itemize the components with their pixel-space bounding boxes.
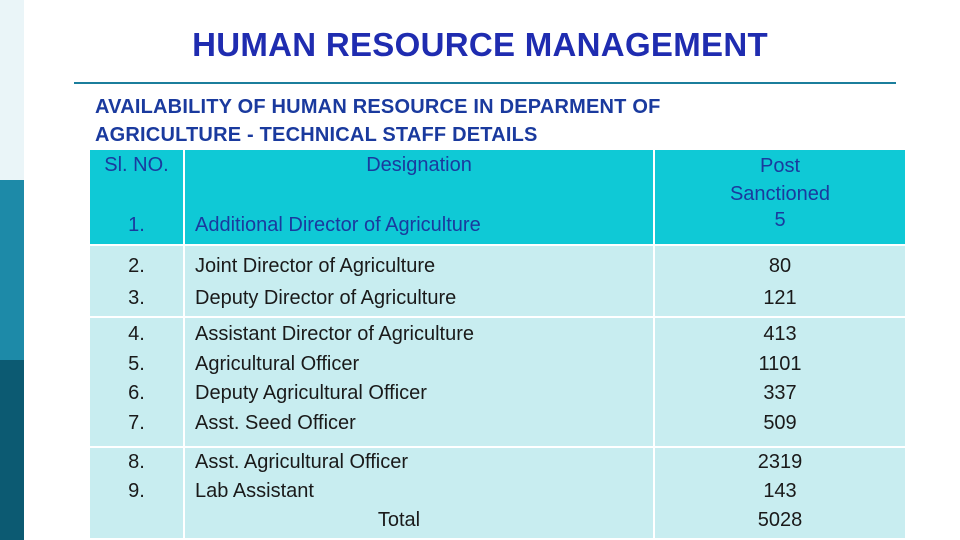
row-sl: 3. <box>128 287 145 309</box>
table-row-group: 8. 9. Asst. Agricultural Officer Lab Ass… <box>90 446 905 538</box>
title-divider <box>74 82 896 84</box>
row-posts: 413 <box>763 323 797 345</box>
header-post: Post Sanctioned <box>655 150 905 208</box>
side-bar-dark <box>0 360 24 540</box>
row-designation: Additional Director of Agriculture <box>195 214 481 236</box>
row-designation: Joint Director of Agriculture <box>195 255 436 277</box>
row-designation: Asst. Seed Officer <box>195 411 356 434</box>
row-posts: 121 <box>763 287 797 309</box>
side-bar-mid <box>0 180 24 360</box>
row-sl: 2. <box>128 255 145 277</box>
row-sl: 5. <box>128 352 145 375</box>
staff-table: Sl. NO. Designation Post Sanctioned 1. A… <box>90 150 905 538</box>
table-row: 1. Additional Director of Agriculture 5 <box>90 206 905 244</box>
row-designation: Deputy Agricultural Officer <box>195 382 427 404</box>
slide-title: HUMAN RESOURCE MANAGEMENT <box>192 26 768 63</box>
row-posts: 509 <box>763 411 797 434</box>
row-posts: 5 <box>774 209 786 231</box>
row-posts: 337 <box>763 382 797 404</box>
row-posts: 1101 <box>758 352 802 375</box>
table-header-row: Sl. NO. Designation Post Sanctioned <box>90 150 905 208</box>
header-post-line1: Post <box>759 155 801 177</box>
row-sl: 6. <box>128 382 145 404</box>
total-label: Total <box>377 509 421 531</box>
header-sl: Sl. NO. <box>90 150 185 208</box>
header-post-line2: Sanctioned <box>729 183 831 205</box>
row-designation: Lab Assistant <box>195 480 314 502</box>
row-designation: Agricultural Officer <box>195 352 360 375</box>
row-designation: Assistant Director of Agriculture <box>195 323 474 345</box>
row-designation: Deputy Director of Agriculture <box>195 287 457 309</box>
subtitle-line-2: AGRICULTURE - TECHNICAL STAFF DETAILS <box>95 124 538 146</box>
row-sl: 1. <box>128 214 145 236</box>
row-designation: Asst. Agricultural Officer <box>195 451 409 473</box>
table-row-group: 4. 5. 6. 7. Assistant Director of Agricu… <box>90 316 905 446</box>
total-value: 5028 <box>757 509 803 531</box>
row-posts: 2319 <box>757 451 803 473</box>
row-sl: 4. <box>128 323 145 345</box>
row-sl: 9. <box>128 480 145 502</box>
header-designation: Designation <box>185 150 655 208</box>
row-sl: 7. <box>128 411 145 434</box>
row-posts: 143 <box>763 480 797 502</box>
row-posts: 80 <box>768 255 792 277</box>
table-row-group: 2. 3. Joint Director of Agriculture Depu… <box>90 244 905 316</box>
row-sl: 8. <box>128 451 145 473</box>
subtitle-line-1: AVAILABILITY OF HUMAN RESOURCE IN DEPARM… <box>95 96 661 118</box>
side-bar-light <box>0 0 24 180</box>
